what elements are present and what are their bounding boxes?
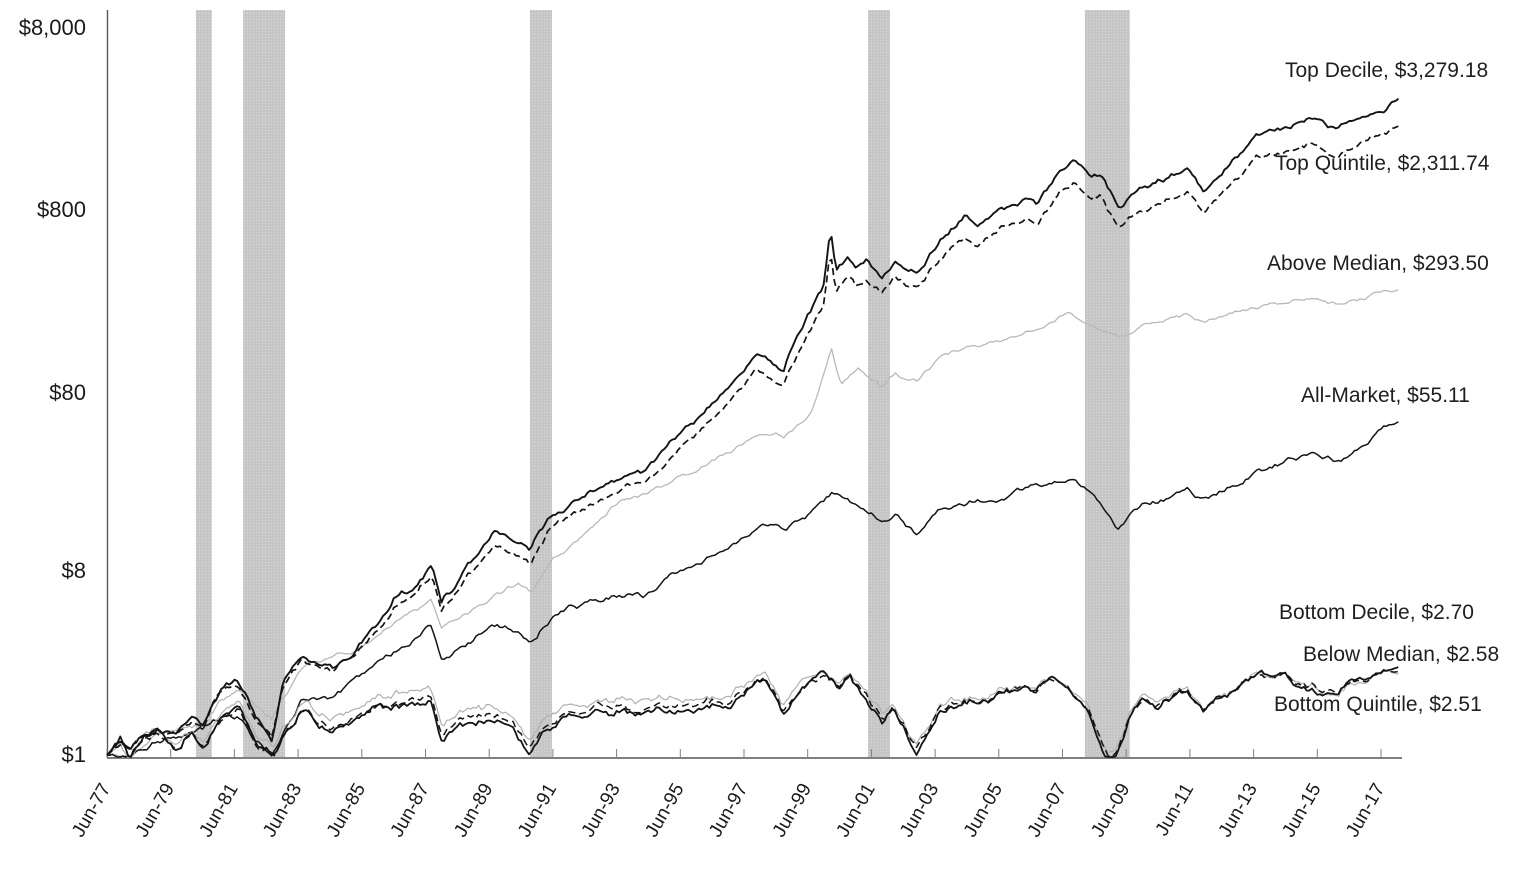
series-line-top-decile — [106, 97, 1400, 756]
x-tick-label: Jun-95 — [641, 780, 688, 841]
y-tick-label: $800 — [37, 197, 86, 222]
series-annotations: Top Decile, $3,279.18 Top Quintile, $2,3… — [1267, 59, 1499, 716]
x-axis-labels: Jun-77 Jun-79 Jun-81 Jun-83 Jun-85 Jun-87 Jun-… — [68, 780, 1389, 841]
x-tick-label: Jun-07 — [1024, 780, 1071, 841]
x-tick-label: Jun-83 — [259, 780, 306, 841]
x-tick-label: Jun-99 — [769, 780, 816, 841]
x-tick-label: Jun-81 — [195, 780, 242, 841]
y-tick-label: $1 — [62, 742, 86, 767]
annotation-bottom-quintile: Bottom Quintile, $2.51 — [1274, 693, 1482, 716]
series-line-all-market — [106, 421, 1399, 758]
x-tick-label: Jun-09 — [1087, 780, 1134, 841]
axes — [106, 10, 1402, 759]
annotation-bottom-decile: Bottom Decile, $2.70 — [1279, 601, 1474, 624]
x-tick-label: Jun-79 — [132, 780, 179, 841]
x-tick-label: Jun-01 — [832, 780, 879, 841]
recession-bands — [195, 10, 1130, 757]
y-tick-label: $80 — [49, 380, 86, 405]
x-tick-label: Jun-03 — [896, 780, 943, 841]
x-tick-label: Jun-05 — [960, 780, 1007, 841]
x-tick-label: Jun-13 — [1215, 780, 1262, 841]
y-tick-label: $8,000 — [19, 15, 86, 40]
x-tick-label: Jun-85 — [323, 780, 370, 841]
annotation-all-market: All-Market, $55.11 — [1301, 384, 1470, 407]
x-tick-label: Jun-17 — [1342, 780, 1389, 841]
annotation-below-median: Below Median, $2.58 — [1303, 643, 1499, 666]
recession-band — [530, 10, 552, 757]
x-axis-ticks — [106, 749, 1382, 758]
series-line-top-quintile — [106, 125, 1399, 756]
x-tick-label: Jun-77 — [68, 780, 115, 841]
recession-band — [243, 10, 286, 757]
x-tick-label: Jun-87 — [387, 780, 434, 841]
annotation-above-median: Above Median, $293.50 — [1267, 252, 1489, 275]
x-tick-label: Jun-97 — [705, 780, 752, 841]
annotation-top-quintile: Top Quintile, $2,311.74 — [1275, 152, 1490, 175]
x-tick-label: Jun-93 — [578, 780, 625, 841]
y-axis-labels: $8,000 $800 $80 $8 $1 — [19, 15, 86, 767]
x-tick-label: Jun-11 — [1152, 780, 1199, 840]
series-line-bottom-decile — [106, 666, 1399, 758]
recession-band — [868, 10, 890, 757]
series-line-above-median — [106, 289, 1399, 758]
annotation-top-decile: Top Decile, $3,279.18 — [1285, 59, 1488, 82]
series-line-bottom-quintile — [106, 670, 1399, 758]
series-lines — [106, 97, 1400, 758]
recession-band — [195, 10, 212, 757]
x-tick-label: Jun-91 — [514, 780, 561, 841]
recession-band — [1084, 10, 1130, 757]
y-tick-label: $8 — [62, 558, 86, 583]
x-tick-label: Jun-89 — [450, 780, 497, 841]
x-tick-label: Jun-15 — [1278, 780, 1325, 841]
